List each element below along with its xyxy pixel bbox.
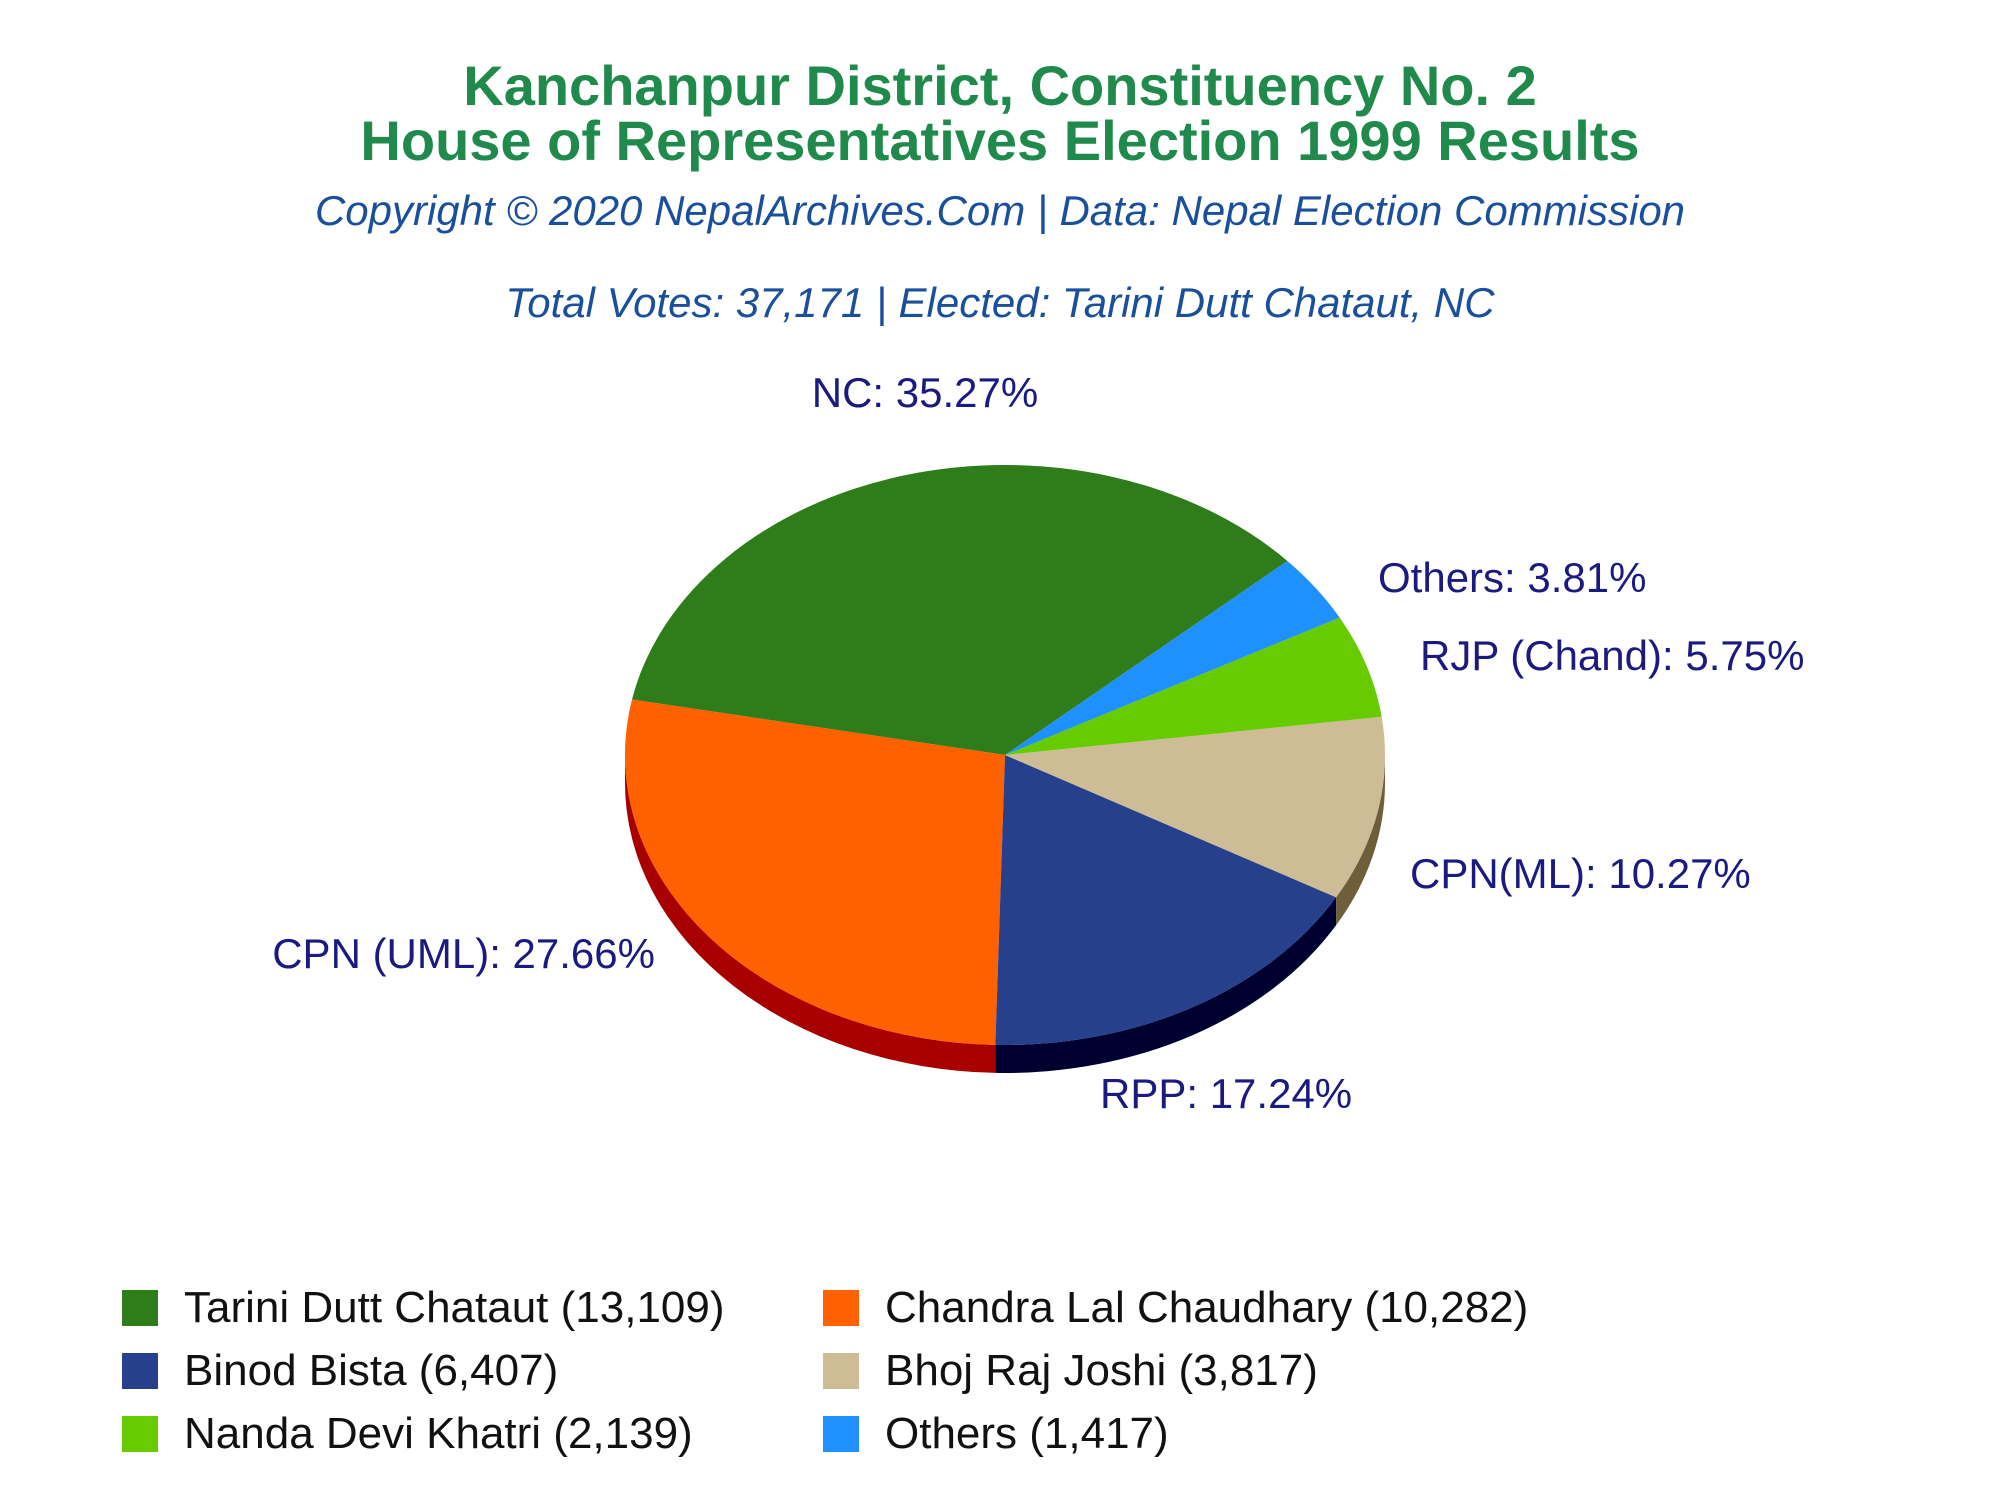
legend-swatch (823, 1353, 859, 1389)
legend-label: Chandra Lal Chaudhary (10,282) (885, 1283, 1529, 1332)
pie-side-cpn-uml- (625, 755, 996, 1073)
legend-label: Binod Bista (6,407) (184, 1346, 559, 1395)
legend-item: Nanda Devi Khatri (2,139) (122, 1409, 693, 1459)
pie-slice-rjp-chand- (1005, 617, 1382, 755)
slice-label-cpn-uml-: CPN (UML): 27.66% (272, 930, 655, 977)
legend-swatch (823, 1416, 859, 1452)
legend-swatch (823, 1290, 859, 1326)
legend-swatch (122, 1416, 158, 1452)
slice-label-others: Others: 3.81% (1378, 554, 1646, 601)
pie-slice-nc (632, 465, 1288, 755)
pie-slice-cpn-uml- (625, 699, 1005, 1045)
chart-title-line1: Kanchanpur District, Constituency No. 2 (463, 54, 1537, 117)
chart-title-line2: House of Representatives Election 1999 R… (360, 109, 1640, 172)
legend-label: Nanda Devi Khatri (2,139) (184, 1409, 693, 1458)
slice-label-nc: NC: 35.27% (812, 369, 1038, 416)
legend-item: Binod Bista (6,407) (122, 1346, 558, 1396)
pie-slice-rpp (995, 755, 1337, 1045)
legend-item: Tarini Dutt Chataut (13,109) (122, 1283, 725, 1333)
legend-item: Bhoj Raj Joshi (3,817) (823, 1346, 1318, 1396)
legend-swatch (122, 1353, 158, 1389)
pie-side-cpn-ml- (1336, 755, 1385, 926)
summary-text: Total Votes: 37,171 | Elected: Tarini Du… (505, 279, 1495, 326)
slice-label-cpn-ml-: CPN(ML): 10.27% (1410, 850, 1751, 897)
legend-label: Tarini Dutt Chataut (13,109) (184, 1283, 725, 1332)
legend-item: Others (1,417) (823, 1409, 1169, 1459)
legend-label: Others (1,417) (885, 1409, 1169, 1458)
copyright-text: Copyright © 2020 NepalArchives.Com | Dat… (314, 187, 1686, 234)
pie-slice-others (1005, 560, 1340, 755)
pie-side-rpp (995, 897, 1337, 1073)
legend-label: Bhoj Raj Joshi (3,817) (885, 1346, 1318, 1395)
legend-swatch (122, 1290, 158, 1326)
slice-label-rpp: RPP: 17.24% (1100, 1070, 1352, 1117)
legend-item: Chandra Lal Chaudhary (10,282) (823, 1283, 1528, 1333)
pie-slice-cpn-ml- (1005, 716, 1385, 898)
slice-label-rjp-chand-: RJP (Chand): 5.75% (1420, 632, 1804, 679)
